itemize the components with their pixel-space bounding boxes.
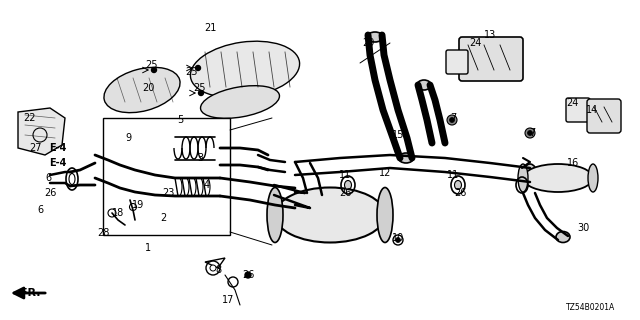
Ellipse shape xyxy=(191,41,300,98)
Text: 2: 2 xyxy=(160,213,166,223)
Text: 11: 11 xyxy=(339,170,351,180)
Ellipse shape xyxy=(523,164,593,192)
Text: 9: 9 xyxy=(125,133,131,143)
Text: 13: 13 xyxy=(484,30,496,40)
Circle shape xyxy=(152,68,157,73)
Ellipse shape xyxy=(367,32,383,42)
Text: E-4: E-4 xyxy=(49,158,67,168)
Ellipse shape xyxy=(454,180,461,189)
Text: 14: 14 xyxy=(586,105,598,115)
Text: 6: 6 xyxy=(37,205,43,215)
Circle shape xyxy=(198,91,204,95)
Text: 23: 23 xyxy=(162,188,174,198)
Ellipse shape xyxy=(344,180,351,189)
Ellipse shape xyxy=(556,231,570,243)
Text: 26: 26 xyxy=(242,270,254,280)
FancyBboxPatch shape xyxy=(446,50,468,74)
Ellipse shape xyxy=(200,86,280,118)
Text: 19: 19 xyxy=(132,200,144,210)
Ellipse shape xyxy=(417,80,431,90)
Circle shape xyxy=(210,265,216,271)
Ellipse shape xyxy=(523,164,537,186)
FancyBboxPatch shape xyxy=(459,37,523,81)
Text: 11: 11 xyxy=(447,170,459,180)
Circle shape xyxy=(525,128,535,138)
Text: 25: 25 xyxy=(146,60,158,70)
FancyBboxPatch shape xyxy=(587,99,621,133)
Text: 12: 12 xyxy=(379,168,391,178)
Text: 25: 25 xyxy=(194,83,206,93)
Text: 24: 24 xyxy=(566,98,578,108)
Text: 17: 17 xyxy=(222,295,234,305)
Text: 25: 25 xyxy=(186,67,198,77)
Text: 18: 18 xyxy=(112,208,124,218)
Text: 1: 1 xyxy=(145,243,151,253)
Circle shape xyxy=(195,66,200,70)
Text: 26: 26 xyxy=(339,188,351,198)
Text: 4: 4 xyxy=(204,180,210,190)
Circle shape xyxy=(527,131,532,135)
Text: 30: 30 xyxy=(577,223,589,233)
Circle shape xyxy=(449,117,454,123)
Text: FR.: FR. xyxy=(20,288,40,298)
Polygon shape xyxy=(18,108,65,155)
Ellipse shape xyxy=(267,188,283,243)
Text: 26: 26 xyxy=(454,188,466,198)
Text: 3: 3 xyxy=(197,153,203,163)
Text: 15: 15 xyxy=(392,130,404,140)
Text: 7: 7 xyxy=(529,128,535,138)
Ellipse shape xyxy=(399,153,413,163)
Text: 26: 26 xyxy=(44,188,56,198)
Ellipse shape xyxy=(104,67,180,113)
Text: E-4: E-4 xyxy=(49,143,67,153)
Ellipse shape xyxy=(377,188,393,243)
Circle shape xyxy=(245,272,251,278)
Text: 28: 28 xyxy=(97,228,109,238)
Bar xyxy=(103,118,230,235)
Text: 10: 10 xyxy=(392,233,404,243)
Text: 29: 29 xyxy=(362,38,374,48)
Circle shape xyxy=(396,237,401,243)
Text: TZ54B0201A: TZ54B0201A xyxy=(566,303,615,312)
FancyBboxPatch shape xyxy=(566,98,590,122)
Text: 8: 8 xyxy=(215,265,221,275)
Text: 24: 24 xyxy=(469,38,481,48)
Text: 27: 27 xyxy=(29,143,41,153)
Text: 5: 5 xyxy=(177,115,183,125)
Ellipse shape xyxy=(518,164,528,192)
Text: 21: 21 xyxy=(204,23,216,33)
Text: 7: 7 xyxy=(450,113,456,123)
Ellipse shape xyxy=(275,188,385,243)
Circle shape xyxy=(447,115,457,125)
Ellipse shape xyxy=(588,164,598,192)
Text: 20: 20 xyxy=(142,83,154,93)
Text: 22: 22 xyxy=(24,113,36,123)
Text: 16: 16 xyxy=(567,158,579,168)
Text: 6: 6 xyxy=(45,173,51,183)
